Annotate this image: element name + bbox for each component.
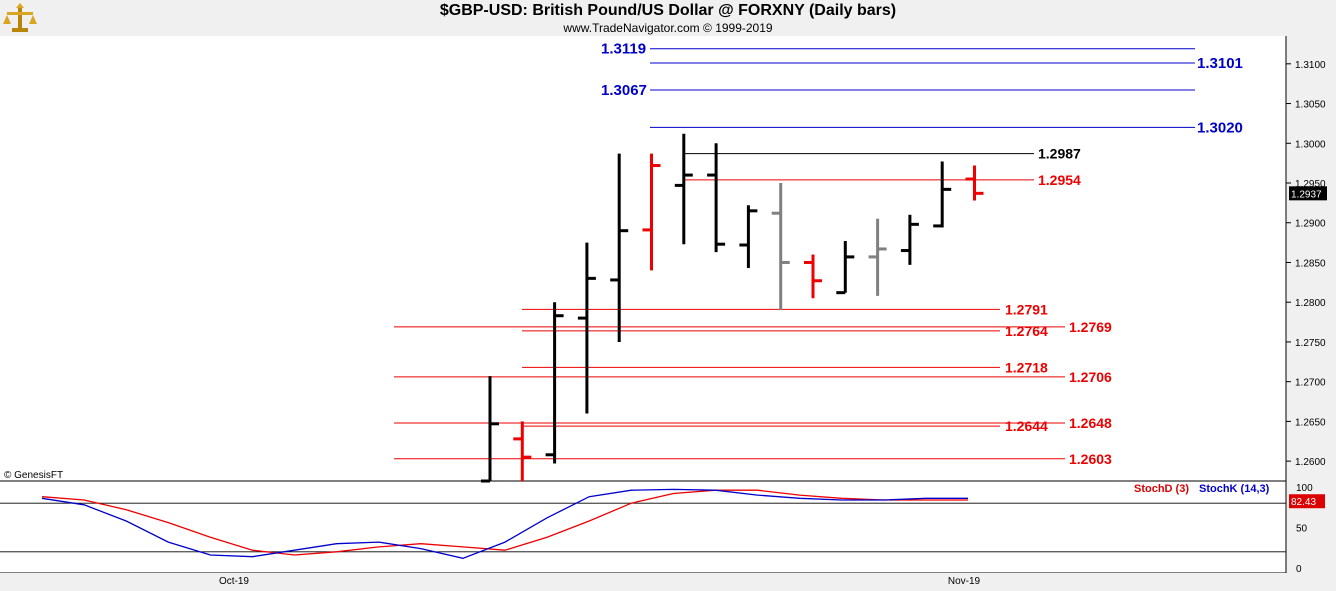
level-label: 1.2791: [1005, 301, 1048, 317]
level-label: 1.3020: [1197, 119, 1243, 136]
level-label: 1.2954: [1038, 172, 1081, 188]
date-label: Oct-19: [219, 576, 249, 587]
price-bars: [481, 133, 984, 483]
chart-header: $GBP-USD: British Pound/US Dollar @ FORX…: [0, 0, 1336, 36]
stoch-legend-k: StochK (14,3): [1199, 483, 1270, 495]
stoch-series-line: [41, 489, 968, 556]
stochastic-panel: 0 50 100 StochD (3) StochK (14,3) 82.43: [0, 483, 1325, 575]
price-axis-label: 1.3000: [1295, 139, 1326, 150]
level-label: 1.3119: [601, 41, 646, 58]
level-label: 1.2987: [1038, 146, 1081, 162]
last-price-box: [1289, 186, 1327, 201]
price-axis-label: 1.2950: [1295, 179, 1326, 190]
stoch-last-value: 82.43: [1291, 497, 1316, 508]
price-axis: 1.2600 1.2650 1.2700 1.2750 1.2800 1.2850 1.29…: [219, 60, 1327, 587]
last-price-label: 1.2937: [1291, 189, 1322, 200]
price-axis-label: 1.2900: [1295, 219, 1326, 230]
level-label: 1.3067: [601, 82, 647, 99]
level-label: 1.2718: [1005, 359, 1048, 375]
price-axis-label: 1.3050: [1295, 100, 1326, 111]
stoch-axis-label: 0: [1296, 564, 1302, 575]
level-label: 1.2706: [1069, 369, 1112, 385]
price-axis-label: 1.3100: [1295, 60, 1326, 71]
stoch-axis-label: 100: [1296, 483, 1313, 494]
genesis-logo-icon: [3, 3, 37, 32]
date-axis-background: [0, 573, 1286, 591]
price-axis-label: 1.2700: [1295, 378, 1326, 389]
price-axis-label: 1.2850: [1295, 258, 1326, 269]
price-axis-label: 1.2650: [1295, 417, 1326, 428]
price-axis-label: 1.2750: [1295, 338, 1326, 349]
level-label: 1.2644: [1005, 418, 1048, 434]
price-levels: 1.3119 1.3101 1.3067 1.3020 1.2987 1.2954 1.27…: [394, 41, 1243, 467]
level-label: 1.3101: [1197, 55, 1243, 72]
stoch-legend-d: StochD (3): [1134, 483, 1189, 495]
stoch-last-box: [1289, 494, 1325, 509]
level-label: 1.2769: [1069, 319, 1112, 335]
level-label: 1.2648: [1069, 415, 1112, 431]
price-axis-label: 1.2600: [1295, 457, 1326, 468]
level-label: 1.2764: [1005, 323, 1048, 339]
chart-title: $GBP-USD: British Pound/US Dollar @ FORX…: [439, 2, 897, 19]
plot-frame: [0, 36, 1336, 591]
date-label: Nov-19: [948, 576, 981, 587]
stoch-series-line: [41, 488, 968, 559]
price-axis-label: 1.2800: [1295, 298, 1326, 309]
chart-subtitle: www.TradeNavigator.com © 1999-2019: [563, 21, 773, 35]
price-chart: 1.3119 1.3101 1.3067 1.3020 1.2987 1.2954 1.27…: [0, 36, 1336, 591]
stoch-axis-label: 50: [1296, 524, 1308, 535]
level-label: 1.2603: [1069, 451, 1112, 467]
credit-label: © GenesisFT: [4, 470, 63, 481]
